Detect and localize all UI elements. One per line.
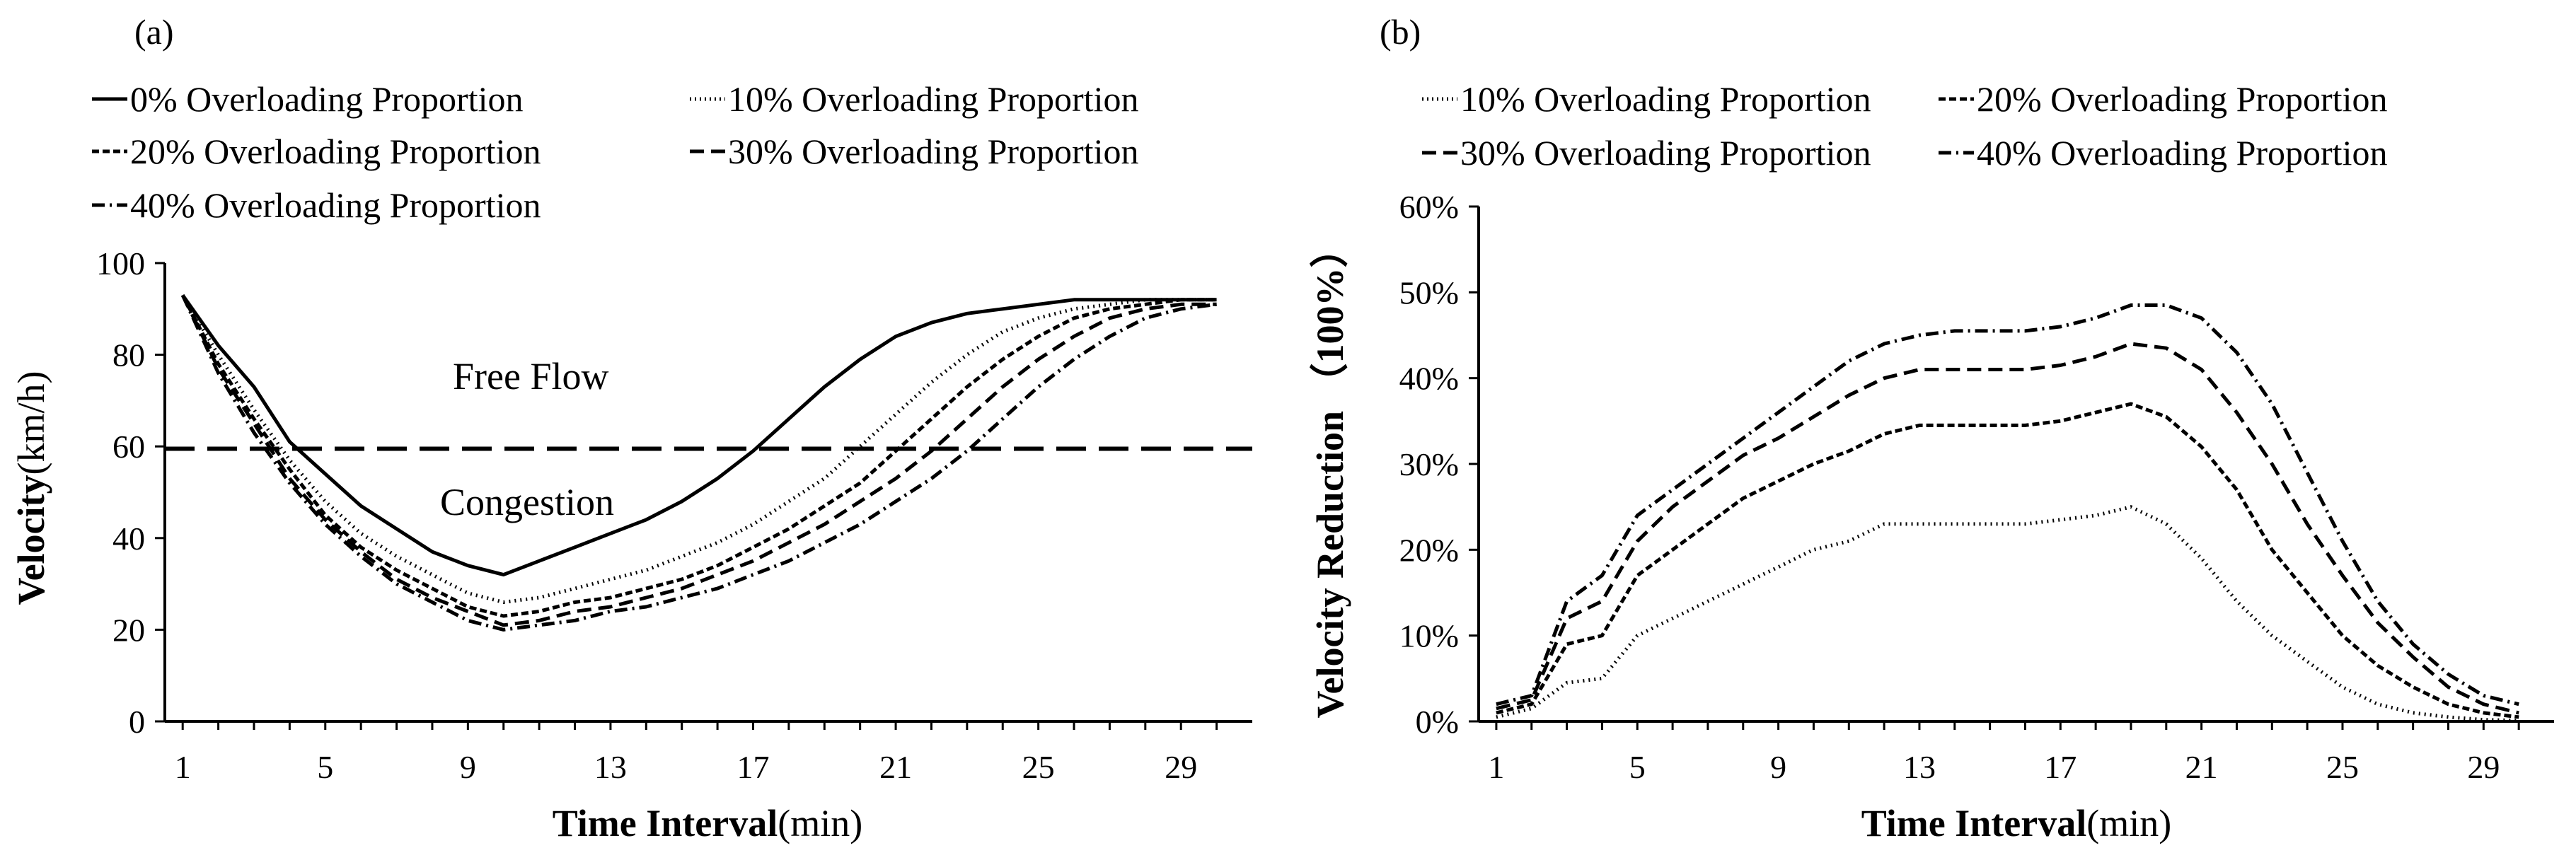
panel-a-y-tick-label: 0: [129, 704, 145, 740]
panel-b-y-axis-title: Velocity Reduction （100%）: [1309, 230, 1351, 719]
panel-b-velocity-reduction-chart: (b) 10% Overloading Proportion 20% Overl…: [1309, 12, 2554, 844]
legend-a-label-4: 40% Overloading Proportion: [130, 185, 541, 225]
panel-b-y-ticks: 0% 10% 20% 30% 40% 50% 60%: [1399, 189, 1479, 740]
panel-a-series-2: [180, 294, 1217, 618]
panel-a-series-4: [180, 294, 1217, 632]
legend-b-label-3: 40% Overloading Proportion: [1977, 133, 2387, 173]
panel-a-x-tick-label: 21: [879, 749, 912, 785]
panel-b-y-tick-label: 10%: [1399, 618, 1459, 654]
panel-a-x-tick-label: 29: [1165, 749, 1197, 785]
legend-a-label-1: 10% Overloading Proportion: [728, 79, 1138, 119]
panel-a-x-tick-label: 17: [737, 749, 769, 785]
panel-b-y-tick-label: 20%: [1399, 532, 1459, 568]
panel-b-y-tick-label: 30%: [1399, 446, 1459, 482]
panel-b-x-axis-title: Time Interval(min): [1861, 802, 2171, 844]
panel-a-series: [180, 294, 1217, 632]
panel-b-x-tick-label: 5: [1629, 749, 1646, 785]
panel-b-label: (b): [1380, 12, 1421, 52]
panel-b-series-0: [1496, 505, 2519, 723]
legend-a-item-0: 0% Overloading Proportion: [92, 79, 523, 119]
panel-b-x-tick-label: 17: [2044, 749, 2077, 785]
legend-b-item-2: 30% Overloading Proportion: [1422, 133, 1871, 173]
panel-a-x-axis-title-main: Time Interval: [553, 802, 778, 844]
panel-a-y-axis-title: Velocity(km/h): [10, 371, 52, 605]
panel-a-series-0: [181, 294, 1217, 577]
legend-a-label-2: 20% Overloading Proportion: [130, 132, 541, 171]
legend-a-label-3: 30% Overloading Proportion: [728, 132, 1138, 171]
panel-a-y-axis-title-unit: (km/h): [10, 371, 52, 475]
panel-a-series-1: [181, 294, 1217, 604]
panel-b-series-1: [1496, 402, 2519, 719]
free-flow-label: Free Flow: [453, 355, 608, 397]
legend-a-item-2: 20% Overloading Proportion: [92, 132, 541, 171]
panel-a-x-tick-label: 1: [175, 749, 191, 785]
panel-b-x-ticks: 1 5 9 13 17 21 25 29: [1488, 721, 2520, 785]
panel-b-y-tick-label: 0%: [1416, 704, 1459, 740]
legend-a-label-0: 0% Overloading Proportion: [130, 79, 523, 119]
legend-b-item-1: 20% Overloading Proportion: [1939, 79, 2387, 119]
panel-a-y-tick-label: 80: [112, 337, 145, 373]
legend-b-item-0: 10% Overloading Proportion: [1422, 79, 1871, 119]
panel-a-x-ticks: 1 5 9 13 17 21 25 29: [175, 721, 1218, 785]
legend-a-item-4: 40% Overloading Proportion: [92, 185, 541, 225]
panel-a-x-tick-label: 5: [317, 749, 333, 785]
panel-b-x-tick-label: 25: [2326, 749, 2359, 785]
panel-b-series-2: [1496, 342, 2519, 715]
panel-a-x-axis-title-unit: (min): [778, 802, 862, 844]
panel-b-x-axis-title-main: Time Interval: [1861, 802, 2086, 844]
legend-b-label-2: 30% Overloading Proportion: [1460, 133, 1871, 173]
panel-a-series-3: [180, 294, 1217, 627]
panel-b-x-tick-label: 1: [1488, 749, 1504, 785]
panel-b-legend: 10% Overloading Proportion 20% Overloadi…: [1422, 79, 2387, 173]
legend-a-item-1: 10% Overloading Proportion: [690, 79, 1138, 119]
panel-a-x-tick-label: 9: [460, 749, 476, 785]
panel-b-y-tick-label: 40%: [1399, 361, 1459, 397]
panel-a-legend: 0% Overloading Proportion 10% Overloadin…: [92, 79, 1138, 225]
panel-b-y-tick-label: 60%: [1399, 189, 1459, 225]
legend-b-label-0: 10% Overloading Proportion: [1460, 79, 1871, 119]
panel-b-x-tick-label: 21: [2185, 749, 2218, 785]
panel-a-x-axis-title: Time Interval(min): [553, 802, 862, 844]
panel-a-y-axis-title-main: Velocity: [10, 475, 52, 605]
panel-a-velocity-chart: (a) 0% Overloading Proportion 10% Overlo…: [10, 12, 1252, 844]
legend-b-item-3: 40% Overloading Proportion: [1939, 133, 2387, 173]
legend-a-item-3: 30% Overloading Proportion: [690, 132, 1138, 171]
congestion-label: Congestion: [440, 481, 614, 523]
panel-b-x-axis-title-unit: (min): [2086, 802, 2171, 844]
panel-b-series: [1496, 303, 2519, 723]
panel-a-x-tick-label: 13: [594, 749, 627, 785]
panel-b-series-3: [1496, 303, 2519, 707]
panel-b-x-tick-label: 13: [1903, 749, 1936, 785]
panel-a-y-tick-label: 20: [112, 612, 145, 648]
legend-b-label-1: 20% Overloading Proportion: [1977, 79, 2387, 119]
panel-a-x-tick-label: 25: [1022, 749, 1055, 785]
panel-a-y-ticks: 0 20 40 60 80 100: [96, 245, 165, 740]
panel-a-label: (a): [134, 12, 174, 52]
panel-a-y-tick-label: 40: [112, 521, 145, 557]
panel-b-x-tick-label: 29: [2467, 749, 2500, 785]
panel-b-y-tick-label: 50%: [1399, 274, 1459, 310]
panel-b-x-tick-label: 9: [1770, 749, 1786, 785]
panel-a-y-tick-label: 100: [96, 245, 145, 281]
panel-a-y-tick-label: 60: [112, 429, 145, 465]
